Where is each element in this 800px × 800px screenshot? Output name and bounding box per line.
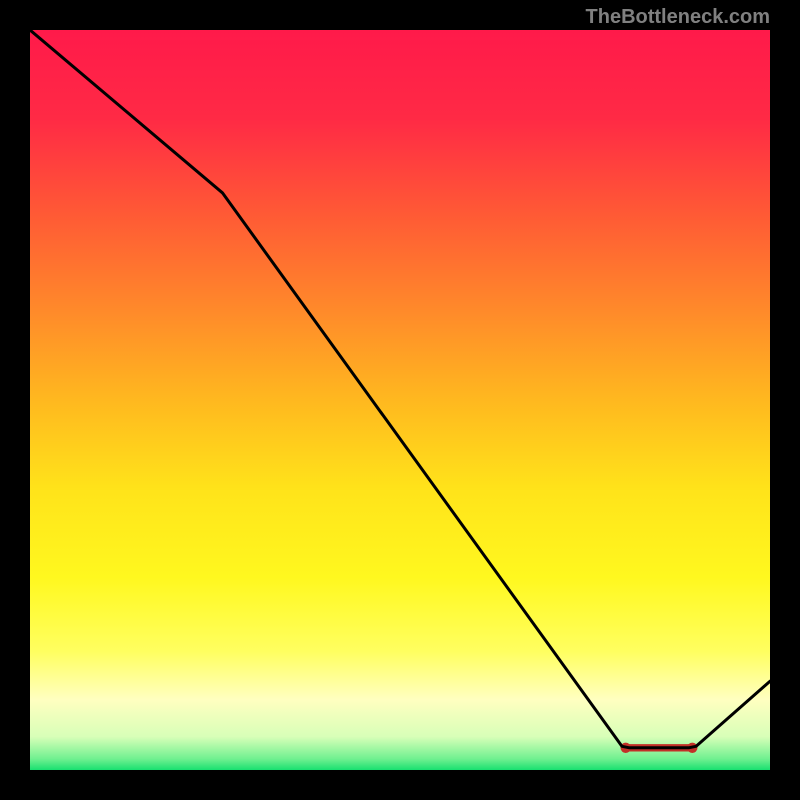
- chart-container: TheBottleneck.com: [0, 0, 800, 800]
- watermark-text: TheBottleneck.com: [586, 6, 770, 29]
- chart-svg: [30, 30, 770, 770]
- plot-area: [30, 30, 770, 770]
- gradient-background: [30, 30, 770, 770]
